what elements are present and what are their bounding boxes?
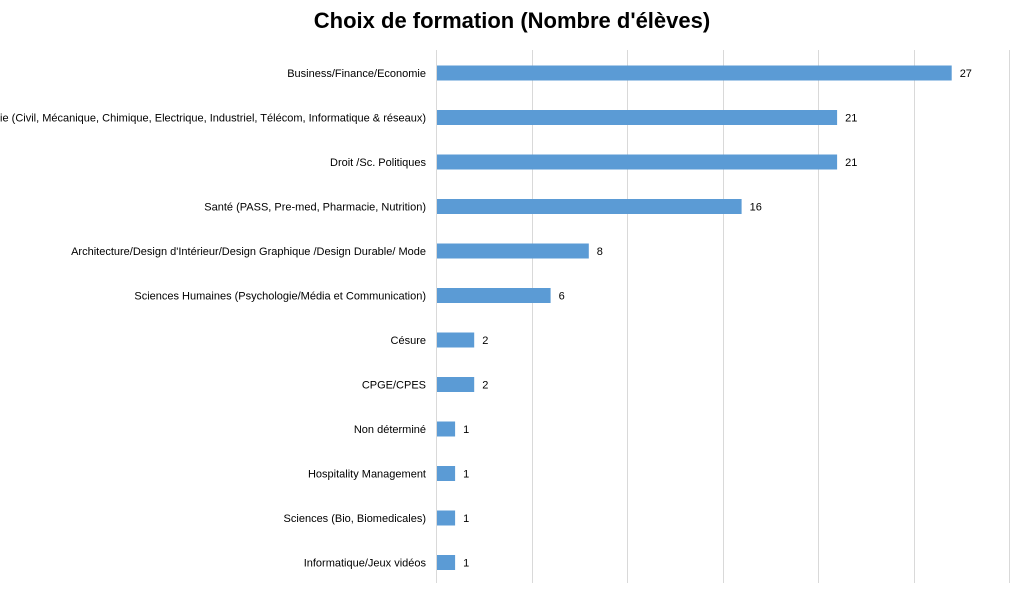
data-label: 1	[463, 469, 469, 481]
bar	[437, 377, 475, 392]
data-label: 1	[463, 424, 469, 436]
category-label: CPGE/CPES	[362, 380, 426, 392]
bar	[437, 199, 742, 214]
category-label: Génie (Civil, Mécanique, Chimique, Elect…	[0, 113, 426, 125]
bar	[437, 421, 456, 437]
bar	[437, 332, 475, 348]
data-label: 8	[597, 246, 603, 258]
bar	[437, 154, 838, 170]
category-label: Architecture/Design d'Intérieur/Design G…	[71, 246, 426, 258]
data-label: 21	[845, 157, 857, 169]
category-label: Non déterminé	[354, 424, 426, 436]
bar	[437, 555, 456, 570]
category-label: Droit /Sc. Politiques	[330, 157, 426, 169]
category-label: Business/Finance/Economie	[287, 68, 426, 80]
data-label: 1	[463, 558, 469, 570]
data-label: 2	[482, 380, 488, 392]
data-label: 6	[559, 291, 565, 303]
bar	[437, 288, 551, 303]
category-label: Informatique/Jeux vidéos	[304, 558, 427, 570]
bar	[437, 510, 456, 526]
chart-title: Choix de formation (Nombre d'élèves)	[313, 8, 711, 33]
bar	[437, 243, 589, 259]
category-label: Sciences (Bio, Biomedicales)	[284, 513, 426, 525]
category-label: Sciences Humaines (Psychologie/Média et …	[134, 291, 426, 303]
category-label: Santé (PASS, Pre-med, Pharmacie, Nutriti…	[204, 202, 426, 214]
bar	[437, 65, 952, 81]
data-label: 27	[960, 68, 972, 80]
data-label: 1	[463, 513, 469, 525]
data-label: 16	[750, 202, 762, 214]
bar	[437, 110, 838, 125]
data-label: 21	[845, 113, 857, 125]
category-label: Hospitality Management	[308, 469, 426, 481]
data-label: 2	[482, 335, 488, 347]
bar	[437, 466, 456, 481]
category-label: Césure	[391, 335, 426, 347]
